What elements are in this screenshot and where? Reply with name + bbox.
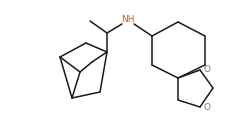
- Text: NH: NH: [121, 15, 135, 25]
- Text: O: O: [203, 65, 210, 74]
- Text: O: O: [203, 103, 210, 112]
